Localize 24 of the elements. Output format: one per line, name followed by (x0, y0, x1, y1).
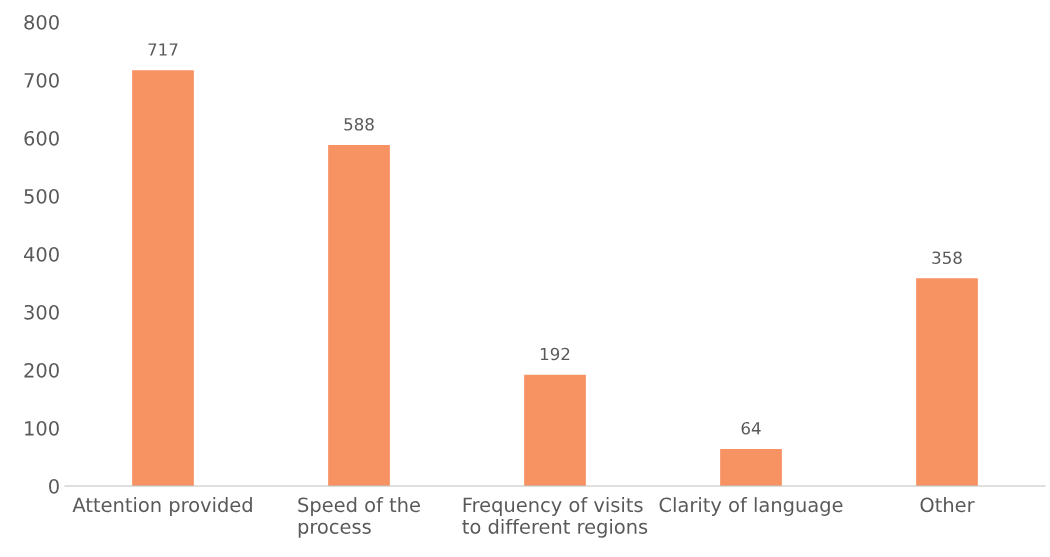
y-tick-label: 300 (24, 304, 59, 320)
data-label: 588 (344, 118, 374, 131)
x-tick-label: Clarity of language (659, 497, 843, 516)
bar (524, 374, 586, 486)
x-tick-label: Frequency of visits to different regions (462, 497, 648, 538)
bar (328, 144, 390, 486)
bar (916, 278, 978, 486)
x-tick-label: Speed of the process (298, 497, 420, 538)
y-tick-label: 600 (24, 130, 59, 146)
data-label: 717 (148, 43, 178, 56)
y-tick-label: 100 (25, 420, 59, 436)
bar (132, 70, 194, 486)
data-label: 358 (932, 251, 962, 265)
y-tick-label: 400 (23, 246, 59, 262)
y-tick-label: 500 (24, 188, 59, 204)
bar (720, 448, 782, 486)
data-label: 192 (540, 347, 570, 361)
y-tick-label: 700 (24, 72, 59, 88)
data-label: 64 (741, 421, 761, 435)
y-tick-label: 800 (24, 14, 59, 30)
x-tick-label: Other (920, 497, 975, 513)
x-tick-label: Attention provided (72, 497, 252, 516)
y-tick-label: 0 (49, 478, 59, 494)
y-tick-label: 200 (24, 362, 59, 378)
